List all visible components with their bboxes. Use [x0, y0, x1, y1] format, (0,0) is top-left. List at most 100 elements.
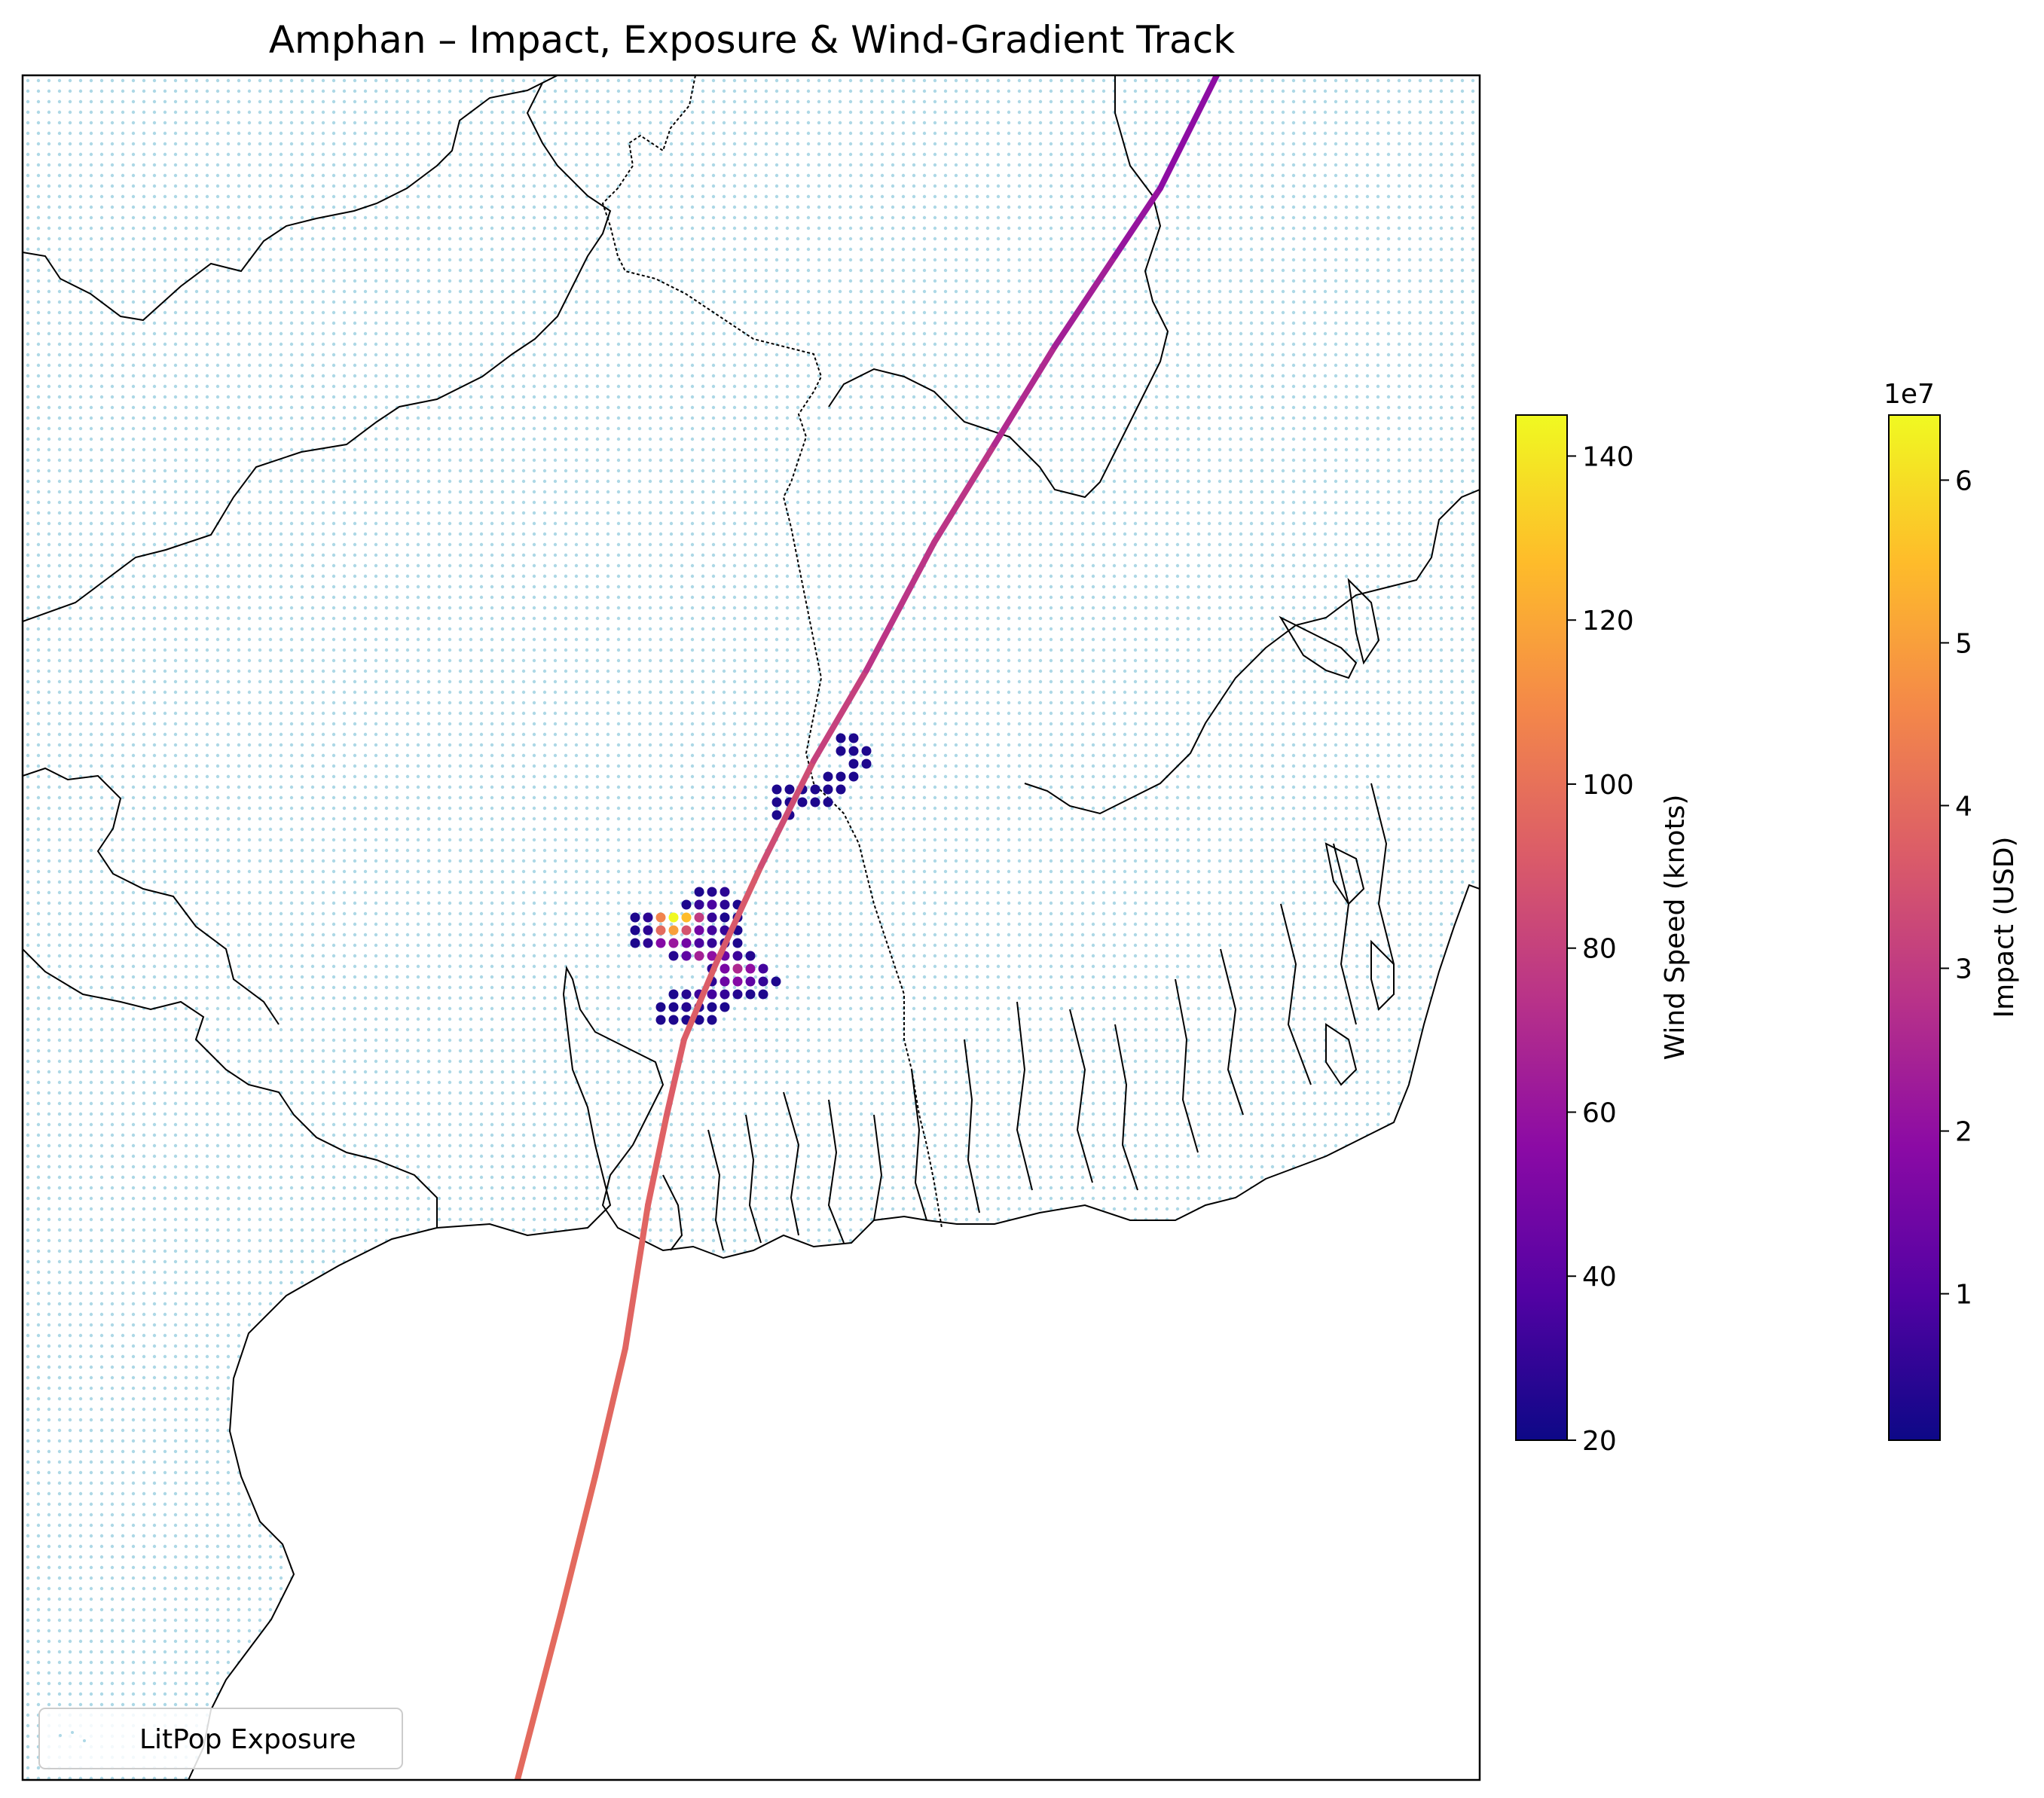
- impact-point: [810, 784, 820, 795]
- legend-exposure-marker: [59, 1734, 62, 1737]
- storm-track: [514, 75, 1220, 1780]
- impact-point: [720, 963, 730, 974]
- impact-point: [836, 784, 846, 795]
- land-exposure-area: [23, 75, 1480, 1780]
- impact-point: [861, 759, 872, 769]
- impact-point: [655, 1015, 666, 1025]
- colorbar-tick-label: 100: [1582, 770, 1634, 801]
- colorbar-tick-label: 5: [1955, 628, 1972, 659]
- impact-point: [668, 925, 679, 936]
- impact-point: [655, 1002, 666, 1012]
- coastline: [188, 884, 1480, 1780]
- river-lines: [23, 75, 1480, 1228]
- wind-colorbar: 20 40 60 80 100 120 140 Wind Speed (knots): [1515, 414, 1691, 1457]
- impact-point: [758, 963, 768, 974]
- track-segment: [991, 343, 1058, 447]
- impact-point: [810, 797, 820, 807]
- impact-colorbar: 1 2 3 4 5 6 1e7 Impact (USD): [1884, 379, 2020, 1441]
- colorbar-tick-label: 3: [1955, 954, 1972, 985]
- sundarbans-inlets: [662, 783, 1395, 1251]
- track-segment: [592, 1345, 628, 1479]
- impact-point: [681, 989, 692, 1000]
- impact-point: [668, 1015, 679, 1025]
- impact-point: [694, 938, 704, 948]
- track-segment: [758, 758, 817, 869]
- impact-point: [630, 938, 640, 948]
- colorbar-tick-label: 4: [1955, 791, 1972, 822]
- impact-point: [848, 733, 859, 743]
- legend: LitPop Exposure: [38, 1708, 403, 1769]
- impact-point: [771, 976, 781, 987]
- impact-point: [681, 925, 692, 936]
- colorbar-tick-label: 6: [1955, 466, 1972, 496]
- impact-point: [694, 912, 704, 923]
- impact-point: [707, 989, 717, 1000]
- impact-point: [797, 797, 808, 807]
- impact-point: [681, 912, 692, 923]
- impact-point: [668, 951, 679, 961]
- impact-point: [771, 784, 782, 795]
- impact-point: [655, 925, 666, 936]
- impact-point: [771, 810, 782, 820]
- track-segment: [863, 539, 937, 673]
- impact-point: [681, 1002, 692, 1012]
- track-segment: [713, 863, 764, 967]
- impact-point: [836, 733, 846, 743]
- track-segment: [664, 1036, 687, 1118]
- colorbar-tick-label: 80: [1582, 934, 1617, 965]
- impact-colorbar-fill: [1888, 414, 1941, 1441]
- impact-point: [823, 784, 833, 795]
- impact-point: [668, 989, 679, 1000]
- impact-point: [836, 771, 846, 782]
- impact-point: [732, 938, 743, 948]
- legend-exposure-marker: [71, 1731, 74, 1734]
- map-title: Amphan – Impact, Exposure & Wind-Gradien…: [269, 18, 1235, 62]
- impact-point: [720, 1002, 730, 1012]
- impact-point: [720, 887, 730, 897]
- impact-point: [668, 912, 679, 923]
- impact-point: [681, 938, 692, 948]
- impact-point: [848, 759, 859, 769]
- impact-point: [694, 1015, 704, 1025]
- impact-point: [655, 938, 666, 948]
- wind-colorbar-label: Wind Speed (knots): [1660, 795, 1691, 1061]
- colorbar-tick-label: 1: [1955, 1280, 1972, 1311]
- track-segment: [645, 1112, 670, 1208]
- impact-point: [732, 963, 743, 974]
- impact-point: [823, 771, 833, 782]
- estuary-islands: [1279, 578, 1395, 1086]
- india-bangladesh-border: [601, 75, 943, 1229]
- track-segment: [811, 667, 869, 764]
- track-segment: [1157, 75, 1220, 191]
- track-segment: [1112, 185, 1163, 259]
- impact-point: [694, 887, 704, 897]
- colorbar-tick-label: 40: [1582, 1262, 1617, 1293]
- impact-point: [630, 912, 640, 923]
- impact-point: [732, 976, 743, 987]
- impact-point: [643, 938, 653, 948]
- impact-point: [823, 797, 833, 807]
- track-segment: [931, 441, 998, 545]
- impact-point: [707, 1002, 717, 1012]
- impact-point: [784, 784, 795, 795]
- impact-point: [707, 938, 717, 948]
- impact-point: [745, 951, 756, 961]
- impact-point: [707, 912, 717, 923]
- impact-point: [643, 925, 653, 936]
- impact-point: [681, 899, 692, 910]
- impact-colorbar-ticks: 1 2 3 4 5 6: [1940, 466, 1972, 1311]
- impact-point: [707, 1015, 717, 1025]
- impact-point: [707, 899, 717, 910]
- impact-point: [668, 938, 679, 948]
- track-segment: [681, 961, 719, 1042]
- impact-point: [655, 912, 666, 923]
- impact-point: [758, 976, 768, 987]
- impact-point: [707, 925, 717, 936]
- impact-point: [694, 899, 704, 910]
- impact-point: [848, 746, 859, 756]
- impact-colorbar-label: Impact (USD): [1989, 837, 2020, 1018]
- impact-point: [720, 912, 730, 923]
- impact-point: [861, 746, 872, 756]
- colorbar-tick-label: 120: [1582, 606, 1634, 636]
- map-frame: [21, 74, 1481, 1781]
